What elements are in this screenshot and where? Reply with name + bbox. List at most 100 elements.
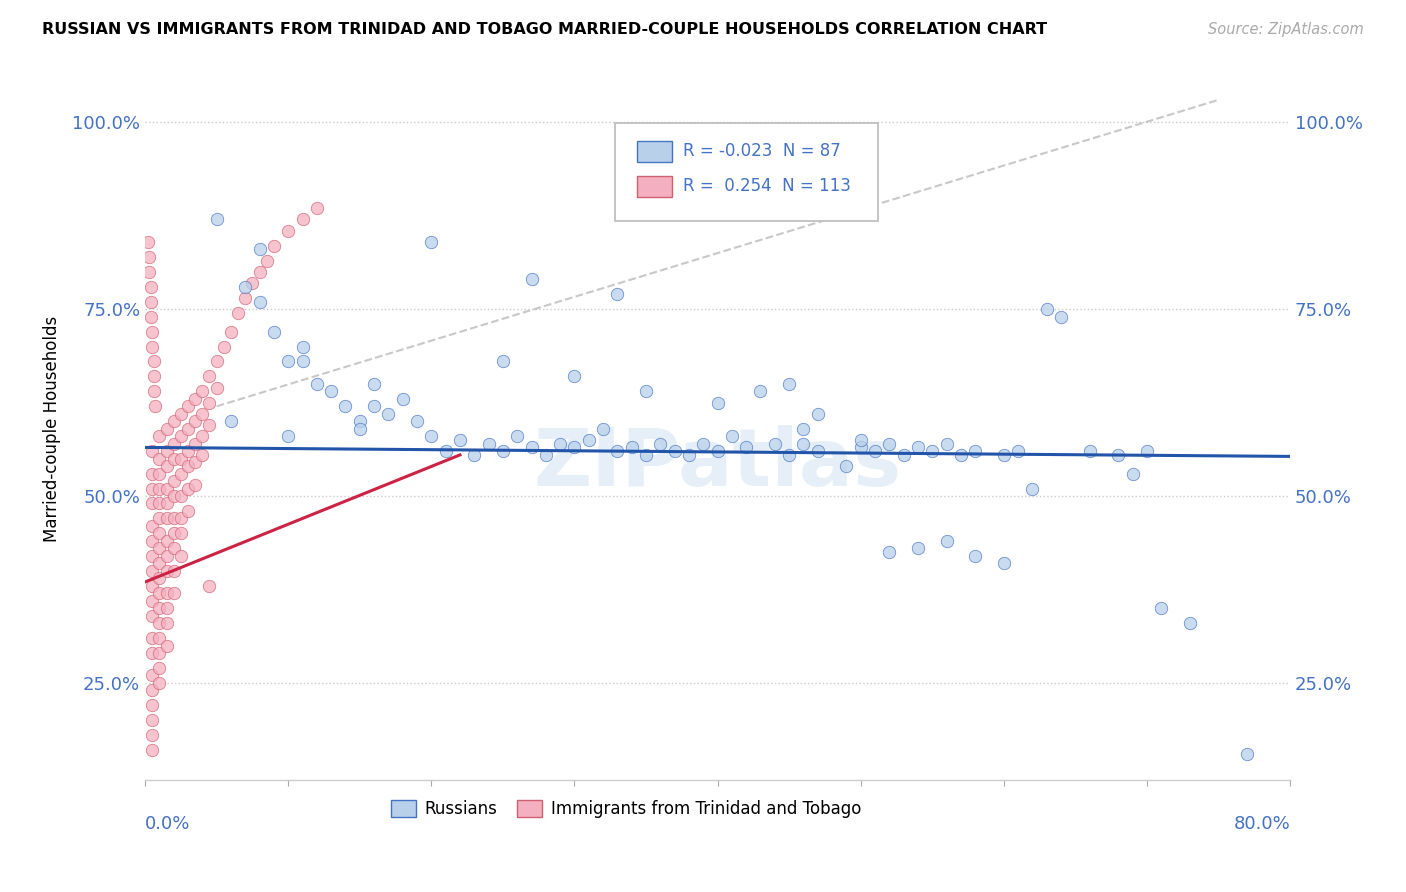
Text: RUSSIAN VS IMMIGRANTS FROM TRINIDAD AND TOBAGO MARRIED-COUPLE HOUSEHOLDS CORRELA: RUSSIAN VS IMMIGRANTS FROM TRINIDAD AND … [42, 22, 1047, 37]
Point [141, 482, 163, 496]
Point [142, 384, 165, 399]
Point [148, 616, 170, 631]
Point [148, 646, 170, 660]
Point [170, 407, 193, 421]
Point [993, 448, 1015, 462]
Point [506, 429, 529, 443]
Point [305, 376, 328, 391]
Point [184, 392, 207, 406]
Point [141, 593, 163, 607]
Text: 0.0%: 0.0% [145, 815, 190, 833]
Point [148, 451, 170, 466]
Point [893, 448, 915, 462]
Point [406, 414, 429, 428]
Point [141, 496, 163, 510]
Point [155, 459, 177, 474]
Point [205, 381, 228, 395]
Point [242, 276, 264, 290]
Point [548, 436, 571, 450]
Point [198, 369, 221, 384]
Point [155, 444, 177, 458]
Point [877, 436, 900, 450]
FancyBboxPatch shape [637, 141, 672, 161]
Point [706, 395, 728, 409]
Point [141, 533, 163, 548]
Point [592, 422, 614, 436]
Point [148, 661, 170, 675]
Point [349, 422, 371, 436]
Point [141, 519, 163, 533]
Point [1007, 444, 1029, 458]
Point [155, 639, 177, 653]
Point [291, 339, 314, 353]
Point [155, 564, 177, 578]
Point [634, 448, 657, 462]
Point [170, 489, 193, 503]
Point [778, 376, 800, 391]
Point [449, 433, 471, 447]
Point [141, 646, 163, 660]
Point [706, 444, 728, 458]
Point [863, 444, 886, 458]
Point [434, 444, 457, 458]
Point [177, 504, 200, 518]
Point [139, 279, 162, 293]
Point [1107, 448, 1129, 462]
Point [163, 414, 186, 428]
Point [1136, 444, 1159, 458]
Legend: Russians, Immigrants from Trinidad and Tobago: Russians, Immigrants from Trinidad and T… [384, 793, 868, 824]
Point [363, 376, 385, 391]
Point [634, 384, 657, 399]
Point [335, 400, 357, 414]
Point [363, 400, 385, 414]
Point [291, 212, 314, 227]
Point [184, 455, 207, 469]
Point [138, 250, 160, 264]
Point [191, 407, 214, 421]
Point [664, 444, 686, 458]
Point [184, 414, 207, 428]
Point [921, 444, 943, 458]
Point [148, 571, 170, 585]
Point [148, 541, 170, 556]
Point [233, 291, 256, 305]
Point [141, 631, 163, 645]
Text: R =  0.254  N = 113: R = 0.254 N = 113 [683, 178, 851, 195]
Point [1078, 444, 1101, 458]
Point [492, 444, 515, 458]
Point [907, 441, 929, 455]
Point [141, 444, 163, 458]
Point [965, 549, 987, 563]
Point [177, 482, 200, 496]
Point [835, 459, 858, 474]
Point [1122, 467, 1144, 481]
Point [142, 369, 165, 384]
Point [249, 294, 271, 309]
Point [141, 698, 163, 713]
Point [965, 444, 987, 458]
Point [163, 511, 186, 525]
Point [692, 436, 714, 450]
Point [163, 564, 186, 578]
Point [492, 354, 515, 368]
Point [139, 310, 162, 324]
Point [139, 294, 162, 309]
Point [141, 683, 163, 698]
Point [620, 441, 643, 455]
Point [170, 467, 193, 481]
Point [935, 436, 957, 450]
Point [136, 235, 159, 249]
Point [148, 429, 170, 443]
Point [141, 713, 163, 727]
Point [520, 272, 543, 286]
Text: Source: ZipAtlas.com: Source: ZipAtlas.com [1208, 22, 1364, 37]
Point [155, 549, 177, 563]
Point [935, 533, 957, 548]
Point [1035, 302, 1057, 317]
Point [792, 422, 814, 436]
Point [291, 354, 314, 368]
Point [163, 526, 186, 541]
Point [263, 325, 285, 339]
Point [249, 243, 271, 257]
Point [141, 339, 163, 353]
